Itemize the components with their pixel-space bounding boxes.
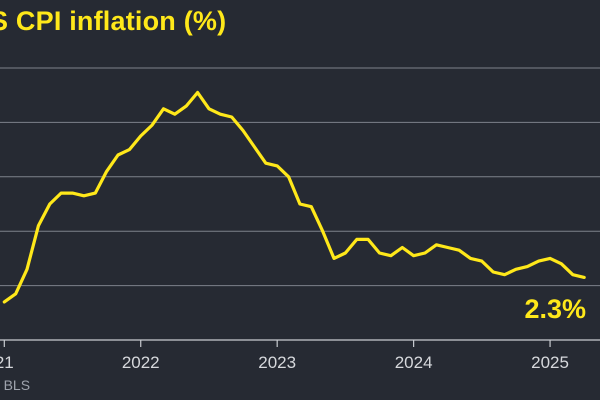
- series-line-cpi: [2, 90, 586, 304]
- x-tick-label-2025: 2025: [531, 353, 569, 372]
- x-tick-label-2024: 2024: [395, 353, 433, 372]
- chart-source: e: BLS: [0, 377, 31, 393]
- x-tick-label-2021: 21: [0, 353, 14, 372]
- x-tick-label-2023: 2023: [258, 353, 296, 372]
- end-value-label: 2.3%: [524, 294, 586, 324]
- x-tick-label-2022: 2022: [122, 353, 160, 372]
- chart-title: S CPI inflation (%): [0, 6, 227, 36]
